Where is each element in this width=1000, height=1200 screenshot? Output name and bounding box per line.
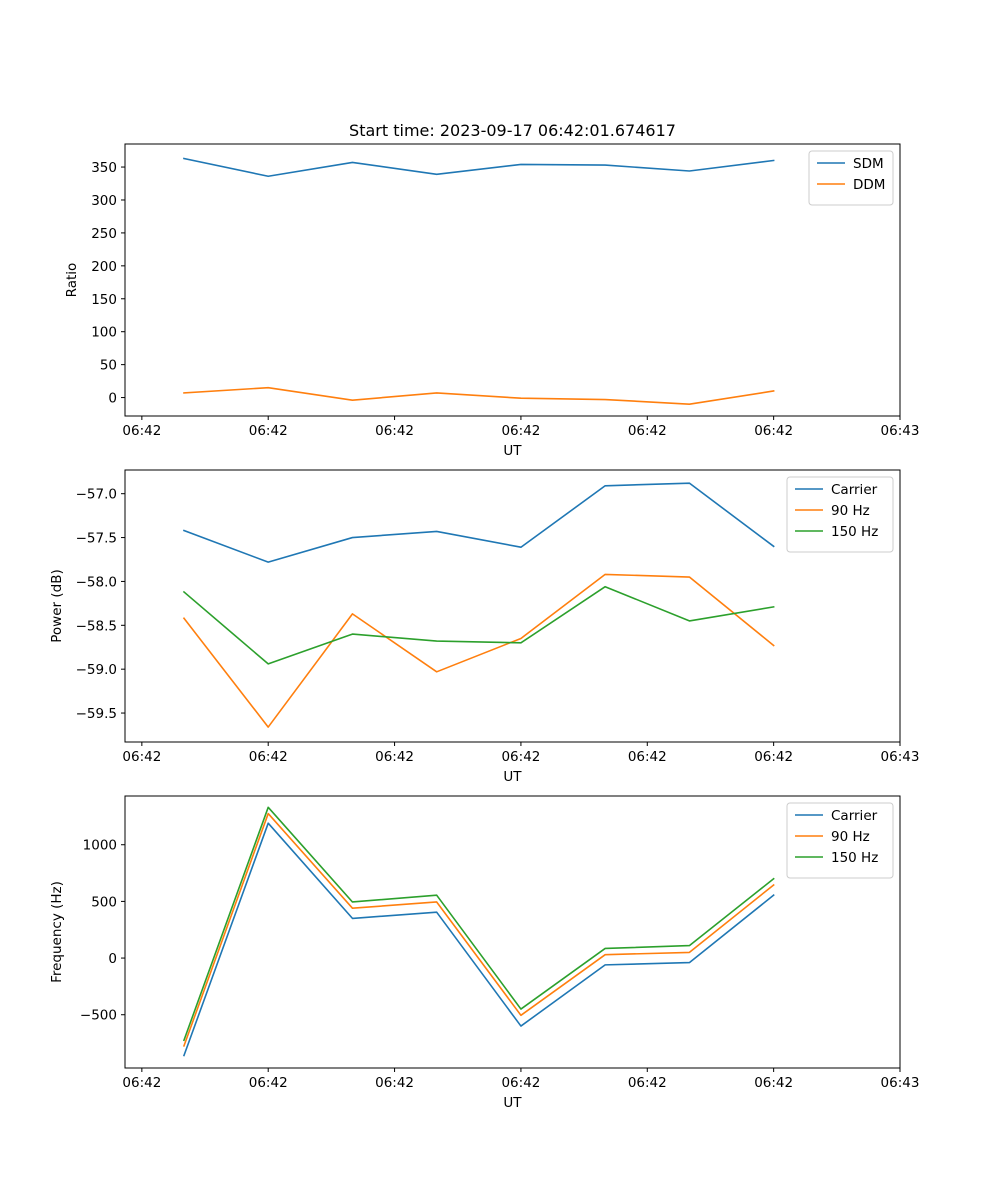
x-tick-label: 06:42 bbox=[249, 749, 288, 765]
y-axis-label: Power (dB) bbox=[49, 569, 65, 642]
x-tick-label: 06:42 bbox=[628, 749, 667, 765]
x-tick-label: 06:42 bbox=[628, 1075, 667, 1091]
x-tick-label: 06:42 bbox=[501, 1075, 540, 1091]
x-axis-label: UT bbox=[503, 443, 522, 459]
y-axis-label: Frequency (Hz) bbox=[49, 881, 65, 983]
legend-label: 150 Hz bbox=[831, 524, 878, 540]
axes-frame bbox=[124, 143, 901, 417]
x-tick-label: 06:42 bbox=[754, 1075, 793, 1091]
y-tick-label: 100 bbox=[91, 325, 117, 341]
chart-title: Start time: 2023-09-17 06:42:01.674617 bbox=[349, 121, 676, 140]
legend-label: Carrier bbox=[831, 482, 878, 498]
legend-label: Carrier bbox=[831, 808, 878, 824]
y-tick-label: −57.5 bbox=[76, 531, 117, 547]
y-tick-label: 150 bbox=[91, 292, 117, 308]
y-tick-label: −59.5 bbox=[76, 706, 117, 722]
x-tick-label: 06:43 bbox=[881, 1075, 920, 1091]
legend-label: DDM bbox=[853, 177, 885, 193]
series-line-150-hz bbox=[182, 585, 775, 665]
x-tick-label: 06:42 bbox=[501, 749, 540, 765]
legend-box bbox=[808, 150, 894, 206]
x-tick-label: 06:42 bbox=[249, 423, 288, 439]
x-tick-label: 06:42 bbox=[375, 749, 414, 765]
y-tick-label: 300 bbox=[91, 193, 117, 209]
x-tick-label: 06:42 bbox=[375, 1075, 414, 1091]
x-tick-label: 06:42 bbox=[249, 1075, 288, 1091]
axes-frame bbox=[124, 469, 901, 743]
x-axis-label: UT bbox=[503, 769, 522, 785]
legend-box bbox=[786, 802, 894, 879]
y-tick-label: −500 bbox=[80, 1008, 117, 1024]
legend-label: 90 Hz bbox=[831, 503, 870, 519]
axes-frame bbox=[124, 795, 901, 1069]
y-tick-label: 500 bbox=[91, 894, 117, 910]
y-tick-label: 1000 bbox=[83, 838, 117, 854]
legend-label: 150 Hz bbox=[831, 850, 878, 866]
chart-panel-3: 06:42 06:42 06:42 06:42 06:42 06:42 06:43 −500 0… bbox=[49, 795, 920, 1111]
x-tick-label: 06:42 bbox=[754, 749, 793, 765]
legend: Carrier 90 Hz 150 Hz bbox=[786, 476, 894, 553]
y-tick-label: −59.0 bbox=[76, 662, 117, 678]
x-tick-label: 06:43 bbox=[881, 749, 920, 765]
series-line-150-hz bbox=[182, 806, 775, 1042]
y-tick-label: 0 bbox=[108, 951, 117, 967]
y-axis-label: Ratio bbox=[64, 263, 80, 298]
x-tick-label: 06:42 bbox=[501, 423, 540, 439]
series-line-90-hz bbox=[182, 573, 775, 728]
legend: SDM DDM bbox=[808, 150, 894, 206]
legend: Carrier 90 Hz 150 Hz bbox=[786, 802, 894, 879]
x-axis-label: UT bbox=[503, 1095, 522, 1111]
legend-box bbox=[786, 476, 894, 553]
y-tick-label: 350 bbox=[91, 160, 117, 176]
x-tick-label: 06:42 bbox=[754, 423, 793, 439]
chart-panel-1: Start time: 2023-09-17 06:42:01.674617 06… bbox=[64, 121, 919, 459]
x-tick-label: 06:43 bbox=[881, 423, 920, 439]
x-tick-label: 06:42 bbox=[628, 423, 667, 439]
y-tick-label: 50 bbox=[100, 358, 117, 374]
series-line-sdm bbox=[183, 157, 775, 178]
x-tick-label: 06:42 bbox=[375, 423, 414, 439]
chart-panel-2: 06:42 06:42 06:42 06:42 06:42 06:42 06:43 −59.5… bbox=[49, 469, 920, 785]
legend-label: SDM bbox=[853, 156, 884, 172]
series-line-carrier bbox=[182, 822, 775, 1057]
legend-label: 90 Hz bbox=[831, 829, 870, 845]
y-tick-label: −58.0 bbox=[76, 574, 117, 590]
series-line-carrier bbox=[182, 482, 775, 563]
series-line-90-hz bbox=[182, 812, 775, 1047]
x-tick-label: 06:42 bbox=[122, 749, 161, 765]
y-tick-label: 250 bbox=[91, 226, 117, 242]
x-tick-label: 06:42 bbox=[122, 423, 161, 439]
y-tick-label: 200 bbox=[91, 259, 117, 275]
y-tick-label: −57.0 bbox=[76, 487, 117, 503]
y-tick-label: −58.5 bbox=[76, 618, 117, 634]
series-line-ddm bbox=[183, 386, 775, 405]
x-tick-label: 06:42 bbox=[122, 1075, 161, 1091]
y-tick-label: 0 bbox=[108, 391, 117, 407]
